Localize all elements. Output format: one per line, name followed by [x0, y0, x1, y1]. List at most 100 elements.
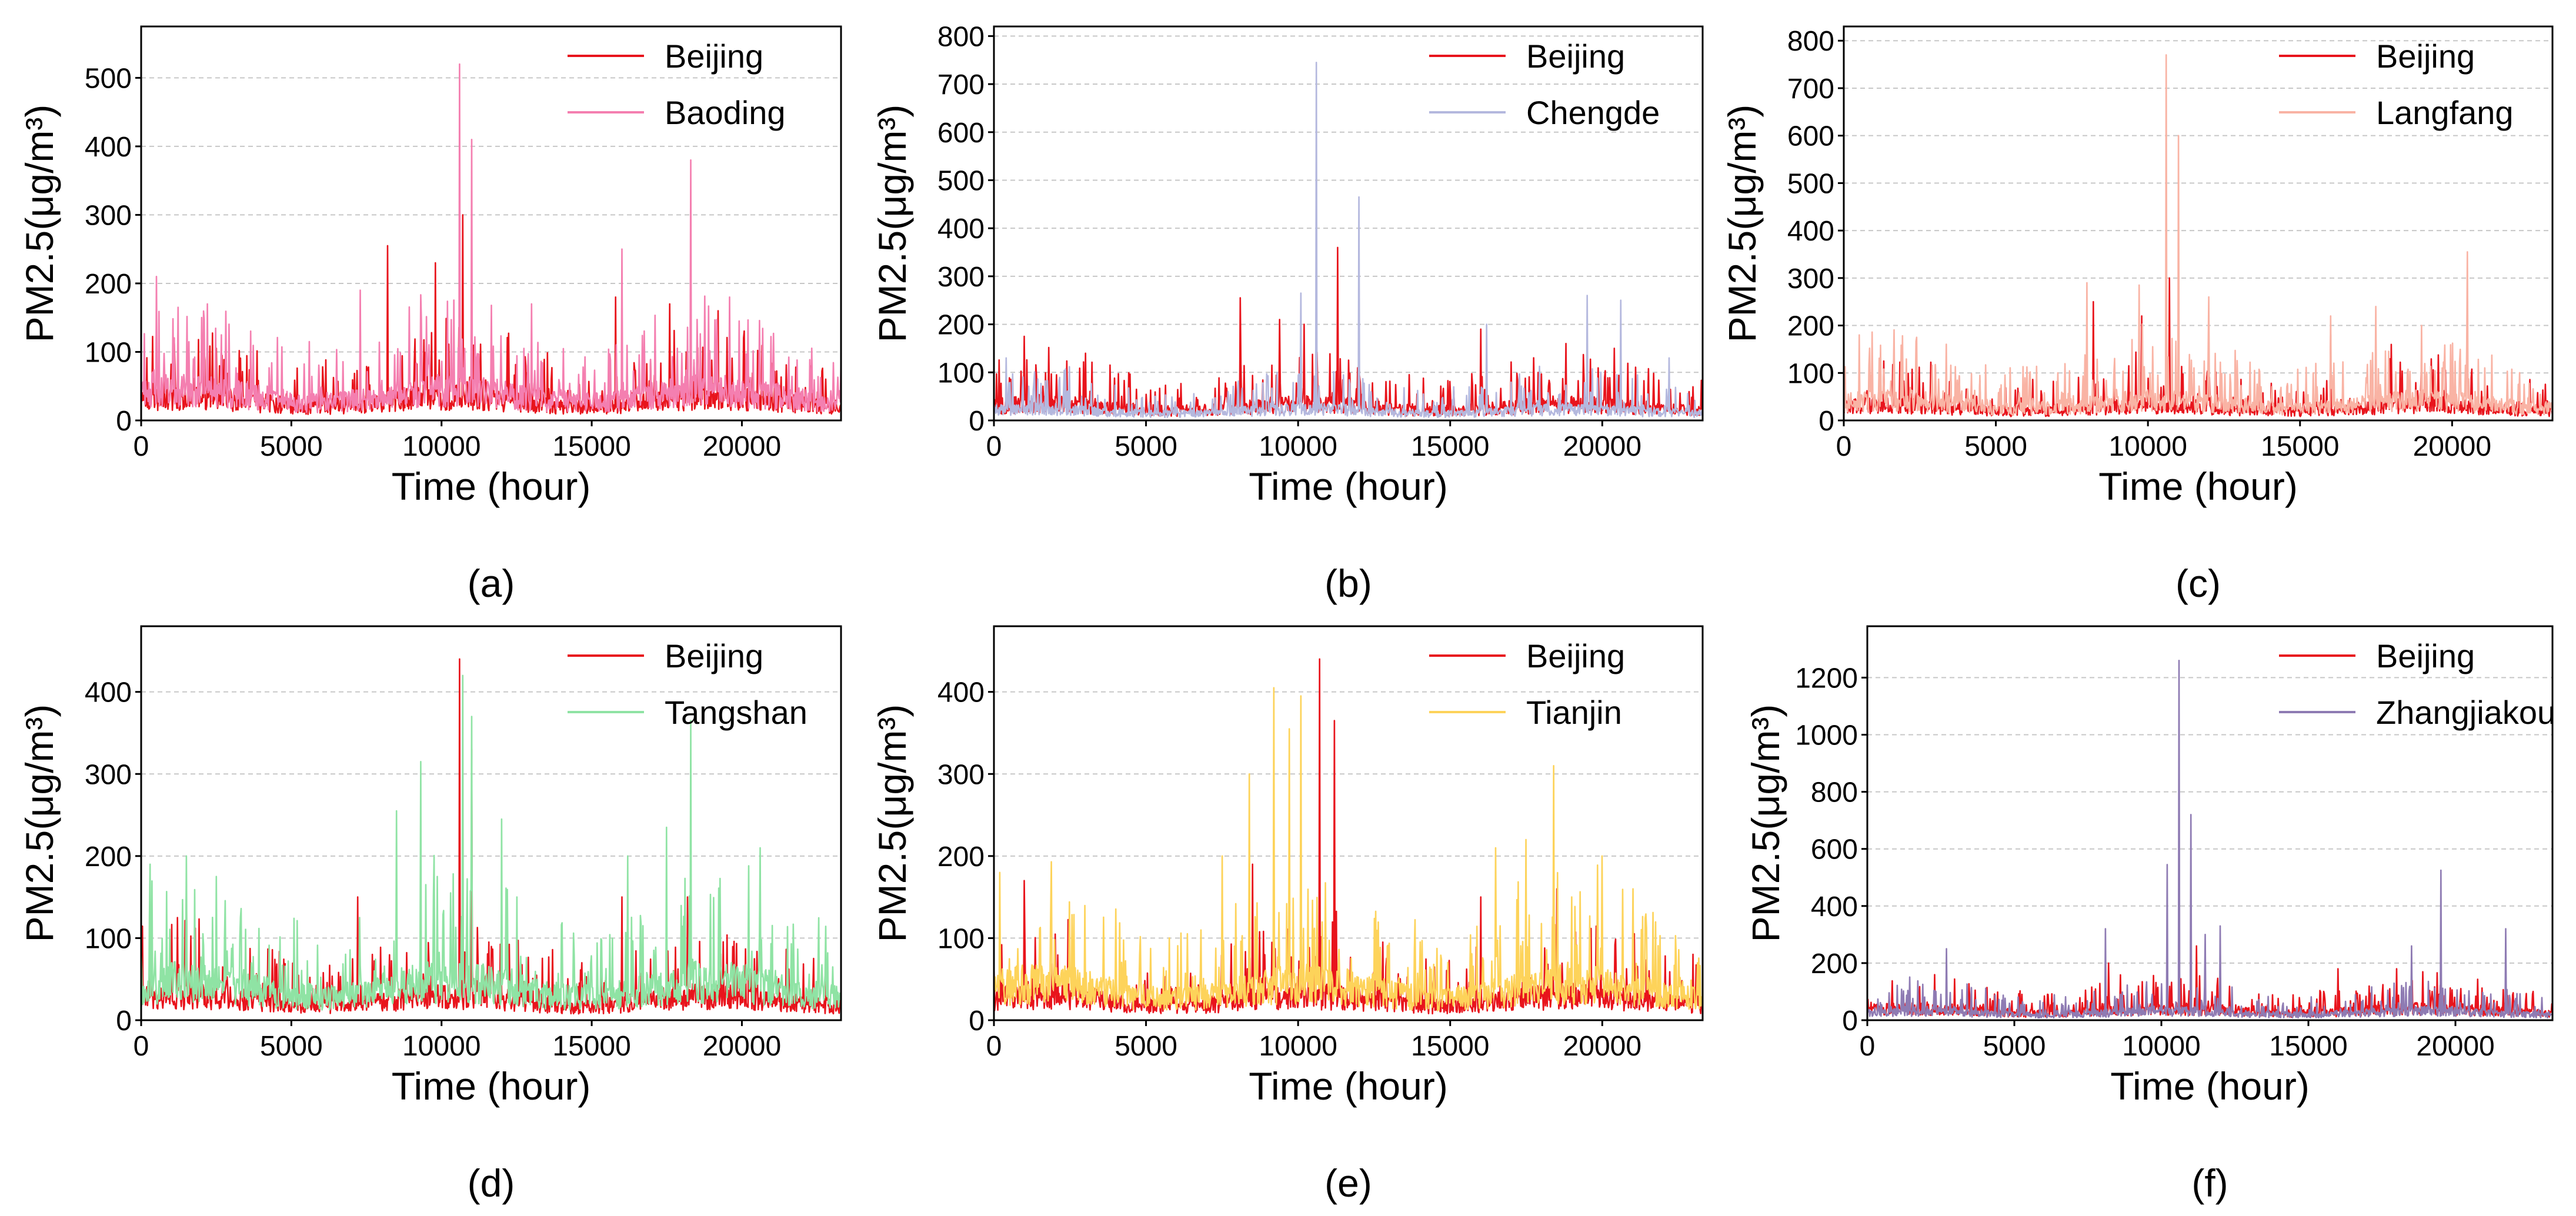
series-line-tianjin — [993, 687, 1704, 1012]
y-tick-label: 1000 — [1795, 720, 1858, 751]
y-tick-label: 0 — [1818, 406, 1834, 437]
y-axis-title: PM2.5(μg/m³) — [1720, 105, 1764, 343]
y-tick-label: 100 — [85, 923, 132, 954]
x-tick-label: 15000 — [2261, 431, 2339, 462]
y-tick-label: 700 — [1787, 74, 1834, 105]
y-tick-label: 300 — [85, 200, 132, 231]
y-tick-label: 0 — [969, 1005, 985, 1037]
chart-panel-4: 0 100 200 300 400 0 5000 10000 15000 20000 Time (h… — [18, 625, 842, 1205]
x-tick-label: 10000 — [1259, 1031, 1337, 1062]
chart-panel-3: 0 100 200 300 400 500 600 700 800 0 5000 10000 15000… — [1720, 25, 2554, 605]
x-tick-label: 5000 — [1983, 1031, 2046, 1062]
y-tick-label: 400 — [1811, 891, 1858, 923]
series-line-langfang — [1843, 54, 2554, 416]
legend-label-tianjin: Tianjin — [1526, 694, 1622, 731]
y-tick-label: 200 — [85, 269, 132, 300]
x-tick-label: 0 — [1836, 431, 1852, 462]
x-axis-title: Time (hour) — [392, 465, 591, 508]
y-tick-label: 0 — [116, 406, 132, 437]
x-axis-title: Time (hour) — [392, 1064, 591, 1108]
y-tick-label: 400 — [937, 677, 985, 709]
x-tick-label: 0 — [986, 431, 1002, 462]
plot-frame — [993, 625, 1704, 1021]
legend-label-baoding: Baoding — [665, 94, 786, 131]
plot-frame — [1866, 625, 2554, 1021]
x-tick-label: 20000 — [703, 1031, 781, 1062]
series-line-beijing — [1866, 934, 2554, 1018]
x-tick-label: 10000 — [402, 1031, 481, 1062]
x-tick-label: 15000 — [1411, 431, 1489, 462]
x-tick-label: 10000 — [2108, 431, 2187, 462]
x-tick-label: 15000 — [552, 431, 630, 462]
y-axis-title: PM2.5(μg/m³) — [18, 105, 61, 343]
y-tick-label: 200 — [1787, 311, 1834, 342]
y-tick-label: 400 — [937, 213, 985, 245]
x-axis-title: Time (hour) — [1249, 465, 1448, 508]
x-tick-label: 10000 — [2122, 1031, 2200, 1062]
y-tick-label: 400 — [1787, 216, 1834, 247]
chart-panel-2: 0 100 200 300 400 500 600 700 800 0 5000 10000 15000… — [870, 21, 1704, 605]
plot-frame — [140, 25, 842, 422]
panel-label: (c) — [2175, 562, 2221, 605]
legend-label-beijing: Beijing — [665, 637, 763, 674]
y-tick-label: 300 — [1787, 263, 1834, 295]
y-tick-label: 800 — [1787, 26, 1834, 57]
y-tick-label: 100 — [937, 358, 985, 389]
legend-label-beijing: Beijing — [1526, 637, 1625, 674]
x-tick-label: 5000 — [1115, 1031, 1177, 1062]
y-tick-label: 400 — [85, 132, 132, 163]
y-tick-label: 300 — [85, 759, 132, 790]
y-tick-label: 100 — [85, 337, 132, 368]
y-tick-label: 200 — [1811, 948, 1858, 980]
x-tick-label: 5000 — [1115, 431, 1177, 462]
y-tick-label: 800 — [1811, 777, 1858, 809]
y-tick-label: 600 — [1811, 834, 1858, 866]
legend-label-beijing: Beijing — [2376, 38, 2475, 75]
y-axis-title: PM2.5(μg/m³) — [18, 704, 61, 943]
series-line-zhangjiakou — [1866, 660, 2553, 1019]
legend-label-beijing: Beijing — [1526, 38, 1625, 75]
x-tick-label: 15000 — [552, 1031, 630, 1062]
x-tick-label: 15000 — [1411, 1031, 1489, 1062]
y-tick-label: 600 — [937, 118, 985, 149]
y-tick-label: 500 — [937, 165, 985, 196]
legend-label-chengde: Chengde — [1526, 94, 1660, 131]
y-tick-label: 500 — [85, 63, 132, 94]
legend-label-zhangjiakou: Zhangjiakou — [2376, 694, 2555, 731]
y-tick-label: 200 — [85, 841, 132, 873]
y-tick-label: 200 — [937, 310, 985, 341]
chart-panel-6: 0 200 400 600 800 1000 1200 0 5000 10000 15000 2000… — [1744, 625, 2555, 1205]
y-tick-label: 0 — [1842, 1005, 1858, 1037]
panel-label: (a) — [468, 562, 515, 605]
x-axis-title: Time (hour) — [1249, 1064, 1448, 1108]
x-tick-label: 0 — [986, 1031, 1002, 1062]
y-tick-label: 1200 — [1795, 663, 1858, 694]
x-tick-label: 10000 — [1259, 431, 1337, 462]
x-tick-label: 20000 — [1563, 1031, 1641, 1062]
y-tick-label: 800 — [937, 21, 985, 52]
y-tick-label: 300 — [937, 262, 985, 293]
x-tick-label: 0 — [134, 1031, 149, 1062]
legend-label-langfang: Langfang — [2376, 94, 2514, 131]
x-tick-label: 5000 — [1964, 431, 2027, 462]
legend-label-tangshan: Tangshan — [665, 694, 807, 731]
x-tick-label: 20000 — [2416, 1031, 2494, 1062]
x-tick-label: 0 — [134, 431, 149, 462]
x-tick-label: 20000 — [703, 431, 781, 462]
panel-label: (d) — [468, 1161, 515, 1205]
y-tick-label: 300 — [937, 759, 985, 790]
panel-label: (e) — [1324, 1161, 1372, 1205]
legend-label-beijing: Beijing — [2376, 637, 2475, 674]
chart-panel-5: 0 100 200 300 400 0 5000 10000 15000 20000 Time (h… — [870, 625, 1704, 1205]
panel-label: (f) — [2191, 1161, 2228, 1205]
plot-frame — [993, 25, 1704, 422]
plot-frame — [1843, 25, 2554, 422]
x-axis-title: Time (hour) — [2110, 1064, 2310, 1108]
y-tick-label: 100 — [1787, 358, 1834, 389]
series-line-chengde — [993, 62, 1704, 419]
y-tick-label: 500 — [1787, 168, 1834, 199]
y-tick-label: 600 — [1787, 121, 1834, 152]
series-line-baoding — [140, 63, 842, 413]
y-tick-label: 100 — [937, 923, 985, 954]
